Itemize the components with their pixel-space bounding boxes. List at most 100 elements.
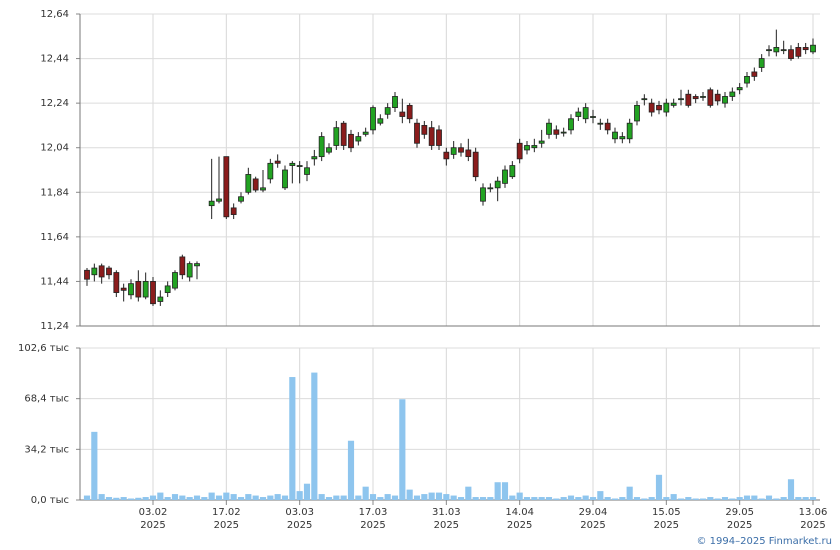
candle-body (267, 162, 274, 180)
candle-body (758, 58, 765, 68)
volume-bar (355, 495, 362, 500)
candle-body (223, 156, 230, 218)
y-tick-label: 12,64 (40, 9, 69, 20)
candle-body (612, 131, 618, 140)
candle-body (370, 107, 376, 131)
volume-bar (245, 494, 252, 500)
volume-bar (318, 494, 325, 500)
candle-body (142, 281, 149, 298)
volume-bar (611, 498, 619, 500)
candle-body (458, 147, 464, 153)
candle-body (538, 140, 545, 144)
x-tick-label: 14.04 2025 (505, 507, 534, 531)
y-tick-label: 12,24 (40, 98, 69, 109)
y-tick-label: 12,44 (40, 54, 69, 65)
candle-body (318, 136, 325, 158)
volume-bar (435, 492, 443, 500)
candle-body (113, 272, 120, 293)
candle-body (802, 47, 809, 51)
volume-bar (626, 486, 633, 500)
candle-body (274, 160, 281, 164)
volume-bar (296, 491, 303, 500)
volume-bar (604, 497, 611, 500)
volume-bar (685, 497, 692, 500)
volume-bar (391, 495, 399, 500)
candle-body (714, 93, 721, 102)
y-tick-label: 12,04 (40, 143, 69, 154)
volume-bar (127, 498, 135, 500)
candle-body (289, 162, 296, 166)
candle-body (736, 87, 743, 91)
volume-bar (450, 495, 457, 500)
volume-bar (274, 494, 281, 500)
candle-body (604, 122, 611, 131)
volume-bar (729, 498, 736, 500)
y-tick-label: 11,84 (40, 187, 69, 198)
y-tick-label: 11,24 (40, 321, 69, 332)
candle-body (340, 122, 347, 146)
candle-body (443, 151, 450, 160)
volume-bar (201, 497, 208, 500)
volume-bar (340, 495, 347, 500)
candle-body (252, 178, 259, 191)
candle-body (685, 93, 692, 106)
volume-bar (516, 492, 523, 500)
candle-body (751, 71, 758, 77)
volume-bar (369, 494, 377, 500)
volume-bar (428, 492, 435, 500)
candle-body (582, 107, 589, 120)
volume-bar (193, 495, 201, 500)
volume-bar (765, 495, 773, 500)
volume-bar (472, 497, 479, 500)
x-tick-label: 15.05 2025 (652, 507, 681, 531)
candle-body (120, 287, 127, 291)
volume-bar (809, 497, 817, 500)
volume-bar (501, 482, 509, 500)
candle-body (326, 147, 332, 153)
candle-body (465, 149, 472, 158)
candle-body (392, 96, 398, 109)
candle-body (502, 169, 508, 184)
candle-body (575, 111, 582, 117)
volume-bar (575, 497, 582, 500)
volume-bar (751, 495, 758, 500)
candle-body (568, 118, 574, 131)
x-tick-label: 17.02 2025 (212, 507, 241, 531)
candle-body (179, 256, 186, 276)
volume-bar (567, 495, 575, 500)
x-tick-label: 03.03 2025 (285, 507, 314, 531)
candle-body (516, 142, 523, 160)
volume-bar (230, 494, 237, 500)
volume-bar (289, 377, 296, 500)
volume-bar (633, 497, 641, 500)
candle-body (377, 118, 384, 124)
candle-body (487, 187, 494, 190)
volume-bar (135, 497, 142, 500)
volume-bar (780, 497, 787, 500)
candle-body (84, 269, 90, 280)
volume-bar (597, 491, 604, 500)
volume-bar (179, 495, 186, 500)
volume-bar (164, 497, 171, 500)
volume-bar (421, 494, 428, 500)
volume-bar (545, 497, 553, 500)
volume-bar (641, 498, 648, 500)
volume-bar (465, 486, 472, 500)
x-tick-label: 29.04 2025 (578, 507, 608, 531)
volume-bar (589, 497, 597, 500)
candle-body (494, 180, 501, 189)
volume-bar (699, 498, 707, 500)
volume-bar (677, 498, 685, 500)
volume-bar (347, 440, 355, 500)
candle-body (795, 47, 802, 57)
candle-body (333, 127, 340, 146)
volume-bar (413, 495, 421, 500)
x-tick-label: 29.05 2025 (725, 507, 754, 531)
candle-body (722, 96, 728, 104)
volume-bar (223, 492, 230, 500)
volume-bar (252, 495, 259, 500)
candle-body (91, 267, 98, 276)
candle-body (106, 267, 112, 276)
candle-body (186, 263, 193, 278)
volume-bar (795, 497, 802, 500)
